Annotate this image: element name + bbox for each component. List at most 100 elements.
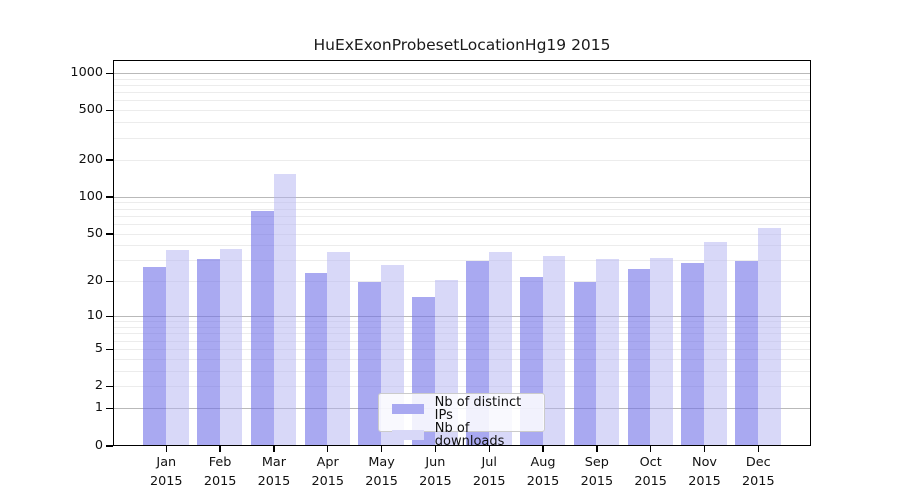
y-tick-label: 50 [86,225,103,241]
x-axis-tick [219,446,221,452]
bar-downloads [219,248,243,445]
y-gridline-minor [114,137,810,139]
x-axis-tick [273,446,275,452]
y-gridline-minor [114,122,810,124]
x-tick-label: Mar 2015 [257,455,291,489]
bar-downloads [542,256,566,445]
y-gridline-minor [114,340,810,342]
legend: Nb of distinct IPs Nb of downloads [378,393,545,448]
y-gridline-minor [114,358,810,360]
y-gridline-major [114,316,810,318]
x-axis-tick [434,446,437,452]
y-gridline-minor [114,202,810,204]
bar-distinct-ips [197,259,220,445]
x-tick-label: Aug 2015 [526,455,560,489]
y-gridline-minor [114,321,810,323]
legend-swatch-distinct-ips [392,403,424,415]
bar-downloads [327,251,351,445]
x-axis-tick [165,446,167,452]
legend-item-downloads: Nb of downloads [392,422,536,448]
y-axis-tick [106,348,113,351]
y-axis-tick [106,445,113,447]
y-gridline-minor [114,78,810,80]
bar-distinct-ips [681,262,705,445]
x-tick-label: May 2015 [365,455,398,489]
y-gridline-minor [114,348,810,350]
x-axis-tick [488,446,490,452]
x-axis-tick [380,446,383,452]
y-tick-label: 20 [86,273,103,289]
y-gridline-minor [114,208,810,210]
y-gridline-minor [114,245,810,247]
y-gridline-minor [114,281,810,283]
bar-downloads [273,173,297,445]
y-gridline-minor [114,110,810,112]
y-axis-tick [106,386,113,388]
y-tick-label: 1 [94,400,103,416]
y-gridline-minor [114,233,810,235]
bar-downloads [650,257,673,445]
y-gridline-minor [114,215,810,217]
y-axis-tick [106,72,113,75]
legend-label-downloads: Nb of downloads [434,421,505,449]
y-gridline-minor [114,260,810,262]
legend-swatch-downloads [392,429,424,441]
y-tick-label: 10 [86,308,103,324]
y-axis-tick [106,159,113,161]
y-gridline-minor [114,370,810,372]
y-gridline-minor [114,92,810,94]
chart-title: HuExExonProbesetLocationHg19 2015 [313,36,611,54]
y-tick-label: 500 [78,102,103,118]
bar-distinct-ips [358,282,382,445]
y-tick-label: 100 [78,188,103,204]
y-gridline-minor [114,386,810,388]
y-gridline-minor [114,327,810,329]
y-axis-tick [106,109,113,112]
y-gridline-minor [114,223,810,225]
bar-downloads [757,228,781,445]
x-tick-label: Nov 2015 [688,455,721,489]
x-axis-tick [649,446,652,452]
y-axis-tick [106,407,113,410]
x-axis-tick [757,446,759,452]
x-axis-tick [327,446,329,452]
y-axis-tick [106,196,113,198]
x-tick-label: Jun 2015 [419,455,452,489]
y-axis-tick [106,233,113,235]
y-gridline-minor [114,159,810,161]
y-gridline-minor [114,333,810,335]
bar-distinct-ips [250,211,274,445]
bar-downloads [165,250,189,445]
bar-distinct-ips [627,268,651,445]
x-tick-label: Sep 2015 [580,455,614,489]
y-axis-tick [106,315,113,318]
bar-distinct-ips [143,266,166,445]
x-tick-label: Apr 2015 [311,455,345,489]
legend-label-distinct-ips: Nb of distinct IPs [434,395,522,423]
x-axis-tick [542,446,544,452]
x-axis-tick [703,446,706,452]
x-tick-label: Jan 2015 [150,455,183,489]
bar-distinct-ips [735,261,758,445]
y-gridline-minor [114,84,810,86]
x-tick-label: Dec 2015 [742,455,775,489]
x-tick-label: Oct 2015 [634,455,667,489]
bar-downloads [704,242,727,445]
y-tick-label: 2 [94,378,103,394]
y-gridline-minor [114,100,810,102]
y-gridline-major [114,72,810,74]
y-axis-tick [106,281,113,283]
y-tick-label: 200 [78,151,103,167]
bar-downloads [596,259,620,445]
y-tick-label: 1000 [70,64,103,80]
bar-distinct-ips [304,272,328,445]
y-tick-label: 0 [94,437,103,453]
legend-item-distinct-ips: Nb of distinct IPs [392,396,536,422]
bar-distinct-ips [573,282,597,445]
plot-area [113,60,811,446]
y-tick-label: 5 [94,340,103,356]
y-gridline-major [114,196,810,198]
x-axis-tick [596,446,598,452]
x-tick-label: Jul 2015 [472,455,506,489]
